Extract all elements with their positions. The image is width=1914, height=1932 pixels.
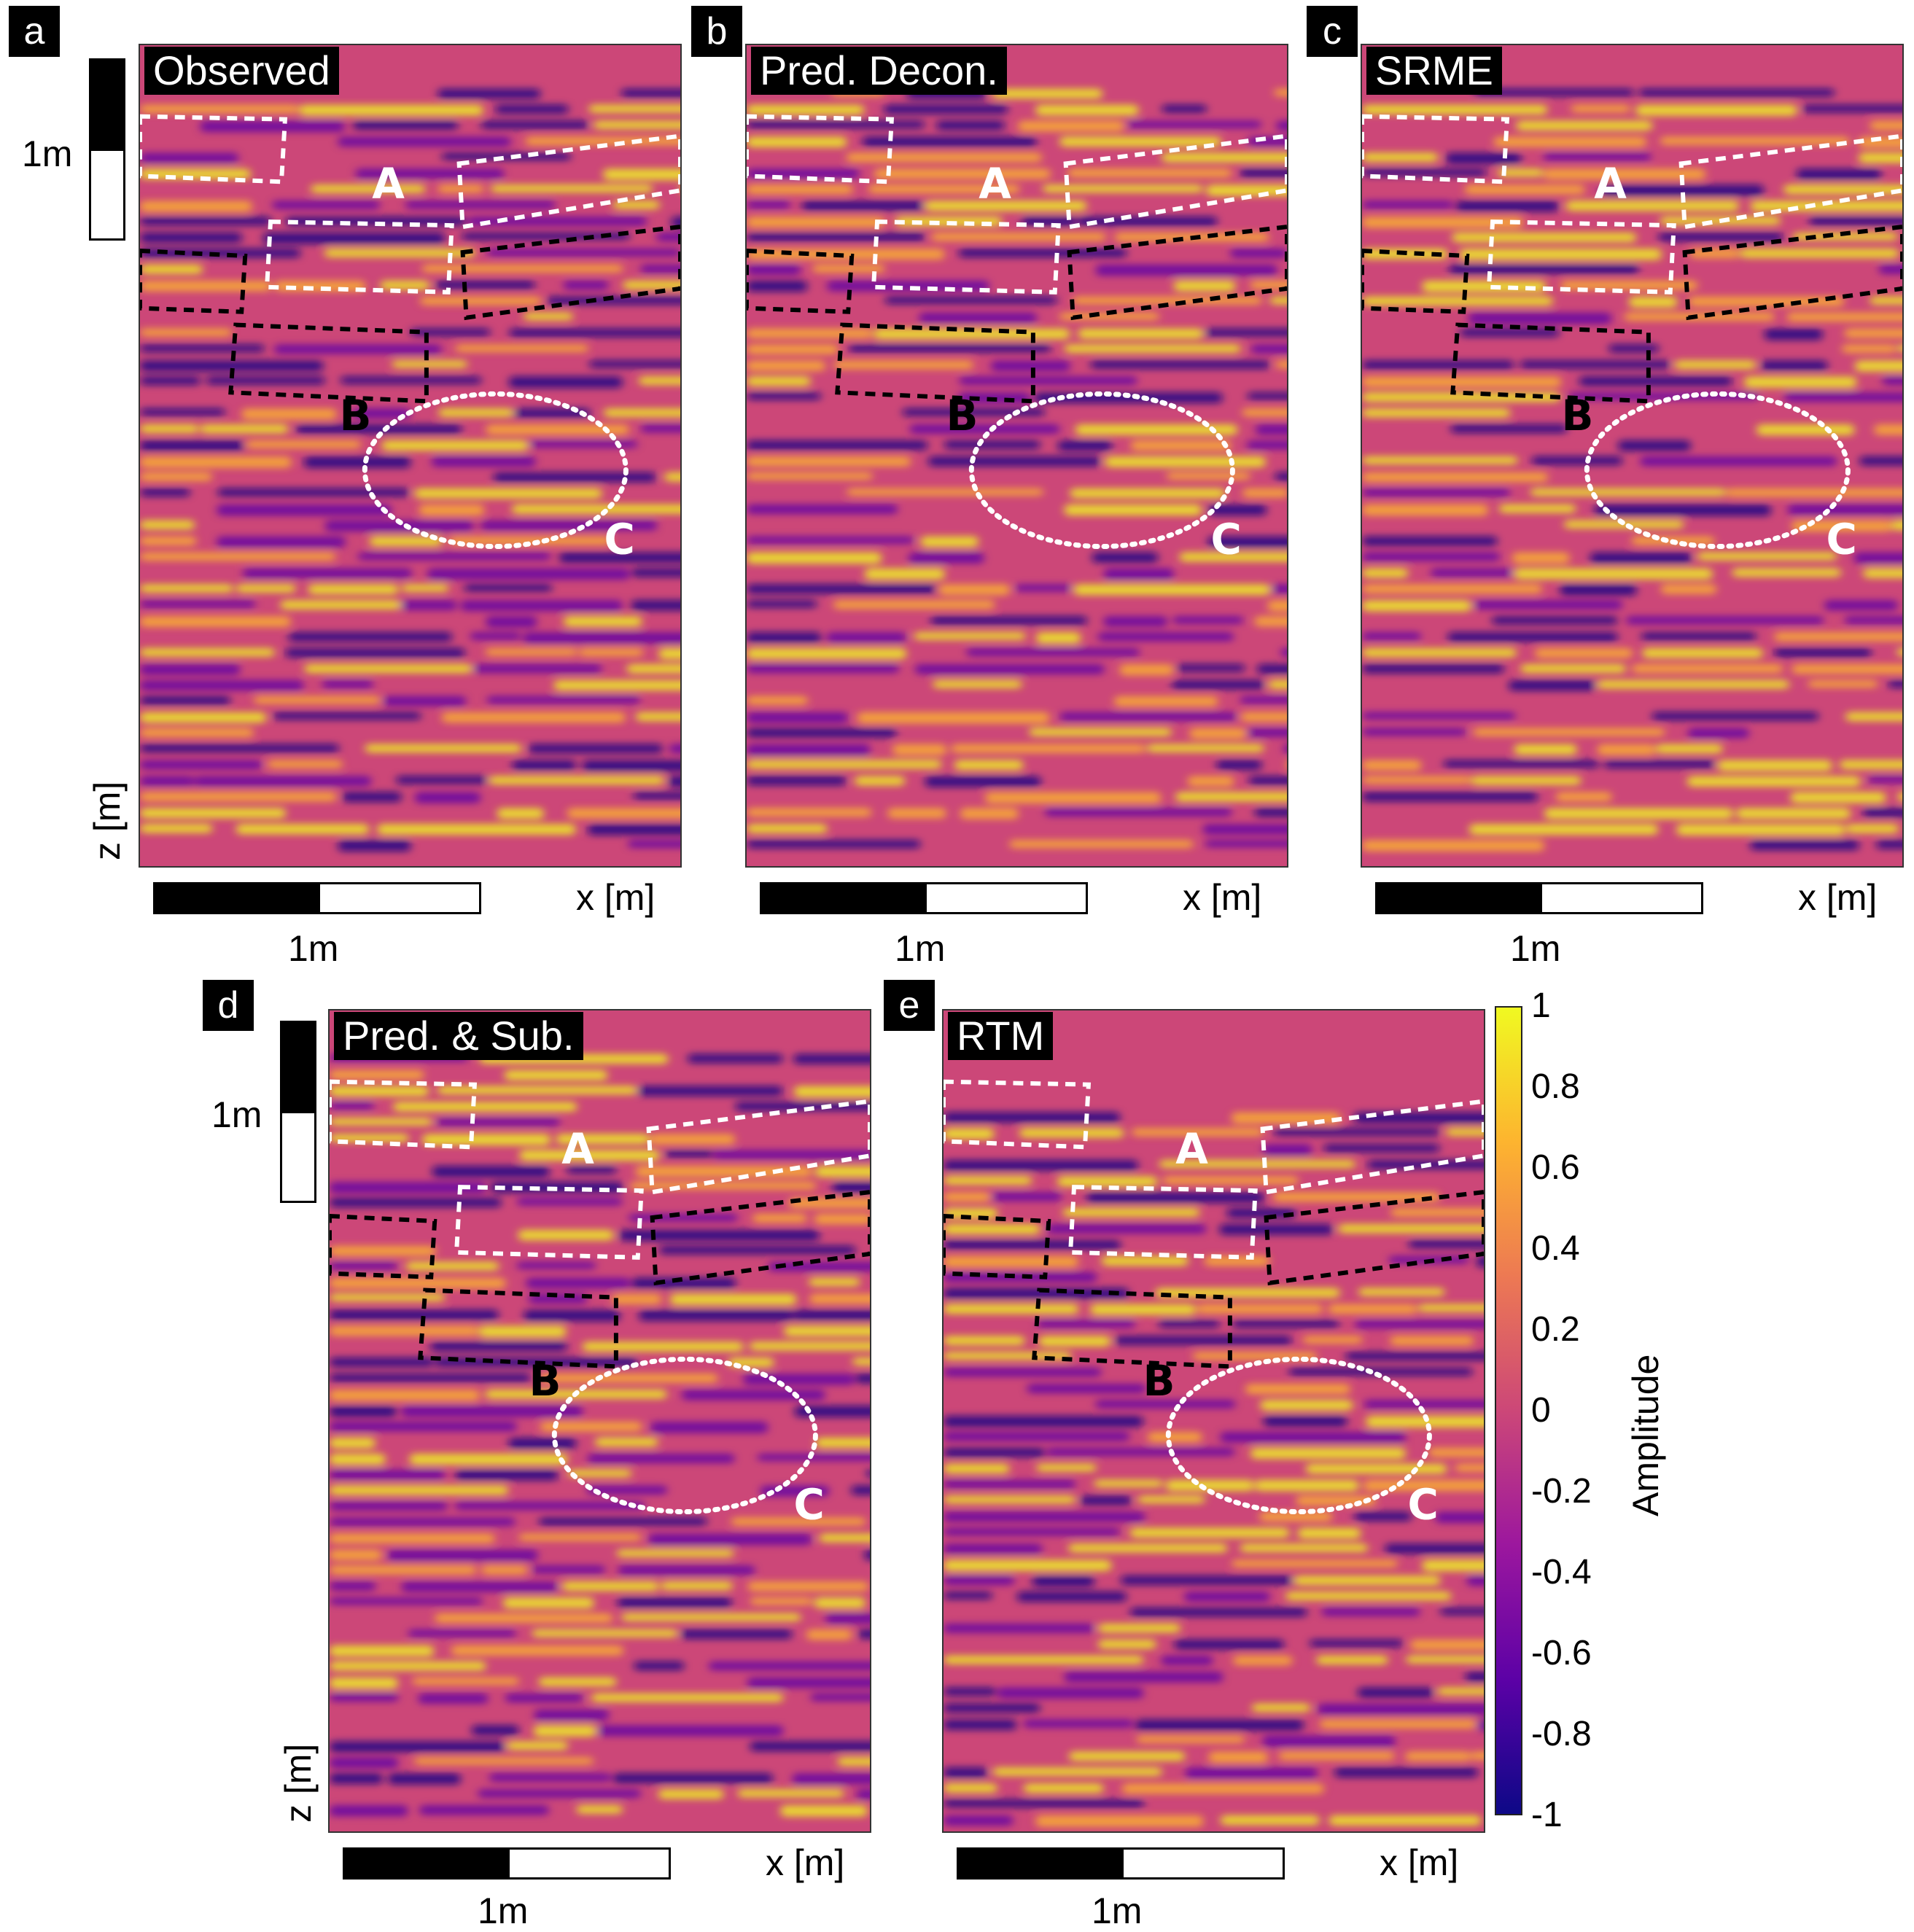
x-axis-label-a: x [m] — [576, 876, 655, 919]
region-label-b: B — [1562, 391, 1594, 440]
horizontal-scale-label-e: 1m — [1092, 1890, 1142, 1932]
colorbar-tick: -0.8 — [1531, 1714, 1592, 1754]
seismic-svg-e: A B C — [944, 1010, 1484, 1831]
x-axis-label-d: x [m] — [766, 1842, 844, 1884]
horizontal-scale-label-b: 1m — [895, 927, 945, 970]
region-label-c: C — [794, 1479, 825, 1529]
region-label-a: A — [1175, 1123, 1208, 1173]
horizontal-scale-bar-b — [760, 882, 1088, 914]
seismic-image-observed: A B C — [139, 44, 682, 868]
colorbar-tick: 0.2 — [1531, 1309, 1580, 1349]
seismic-image-pred-decon: A B C — [745, 44, 1288, 868]
region-label-b: B — [340, 391, 372, 440]
region-label-c: C — [604, 514, 635, 564]
seismic-svg-a: A B C — [140, 45, 680, 866]
region-label-a: A — [979, 158, 1011, 208]
panel-letter-b: b — [691, 6, 742, 57]
colorbar-tick: 0.4 — [1531, 1228, 1580, 1269]
colorbar-tick: 1 — [1531, 986, 1551, 1026]
vertical-scale-bar-a — [89, 58, 125, 241]
region-label-c: C — [1211, 514, 1242, 564]
vertical-scale-bar-d — [280, 1021, 316, 1203]
region-label-a: A — [1594, 158, 1627, 208]
colorbar-tick: -0.6 — [1531, 1633, 1592, 1673]
horizontal-scale-bar-a — [153, 882, 481, 914]
panel-title-srme: SRME — [1366, 47, 1502, 95]
panel-title-pred-sub: Pred. & Sub. — [334, 1012, 583, 1060]
horizontal-scale-label-c: 1m — [1510, 927, 1560, 970]
horizontal-scale-bar-d — [343, 1847, 671, 1880]
z-axis-label-a: z [m] — [86, 782, 128, 860]
seismic-svg-b: A B C — [747, 45, 1287, 866]
panel-letter-d: d — [203, 980, 254, 1031]
x-axis-label-e: x [m] — [1380, 1842, 1458, 1884]
horizontal-scale-label-a: 1m — [288, 927, 338, 970]
seismic-image-rtm: A B C — [942, 1009, 1485, 1833]
region-label-b: B — [529, 1356, 561, 1406]
region-label-b: B — [1143, 1356, 1175, 1406]
vertical-scale-label-a: 1m — [22, 133, 72, 175]
seismic-svg-c: A B C — [1362, 45, 1902, 866]
colorbar-tick: 0.8 — [1531, 1067, 1580, 1107]
vertical-scale-label-d: 1m — [211, 1094, 262, 1136]
x-axis-label-c: x [m] — [1798, 876, 1877, 919]
seismic-image-srme: A B C — [1361, 44, 1904, 868]
z-axis-label-d: z [m] — [277, 1744, 319, 1823]
region-label-c: C — [1827, 514, 1857, 564]
colorbar-tick: -0.4 — [1531, 1552, 1592, 1592]
panel-letter-c: c — [1307, 6, 1358, 57]
seismic-image-pred-sub: A B C — [328, 1009, 871, 1833]
region-label-a: A — [372, 158, 405, 208]
region-label-b: B — [946, 391, 979, 440]
panel-letter-a: a — [9, 6, 60, 57]
horizontal-scale-bar-e — [957, 1847, 1285, 1880]
seismic-svg-d: A B C — [330, 1010, 870, 1831]
horizontal-scale-bar-c — [1375, 882, 1703, 914]
colorbar-tick: -1 — [1531, 1795, 1563, 1835]
amplitude-colorbar — [1495, 1006, 1522, 1815]
panel-letter-e: e — [884, 980, 935, 1031]
horizontal-scale-label-d: 1m — [478, 1890, 528, 1932]
colorbar-tick: 0 — [1531, 1390, 1551, 1430]
panel-title-rtm: RTM — [948, 1012, 1053, 1060]
colorbar-label: Amplitude — [1625, 1355, 1667, 1516]
region-label-c: C — [1408, 1479, 1439, 1529]
x-axis-label-b: x [m] — [1183, 876, 1261, 919]
colorbar-tick: -0.2 — [1531, 1471, 1592, 1511]
colorbar-tick: 0.6 — [1531, 1148, 1580, 1188]
region-label-a: A — [561, 1123, 594, 1173]
panel-title-pred-decon: Pred. Decon. — [751, 47, 1007, 95]
panel-title-observed: Observed — [144, 47, 339, 95]
